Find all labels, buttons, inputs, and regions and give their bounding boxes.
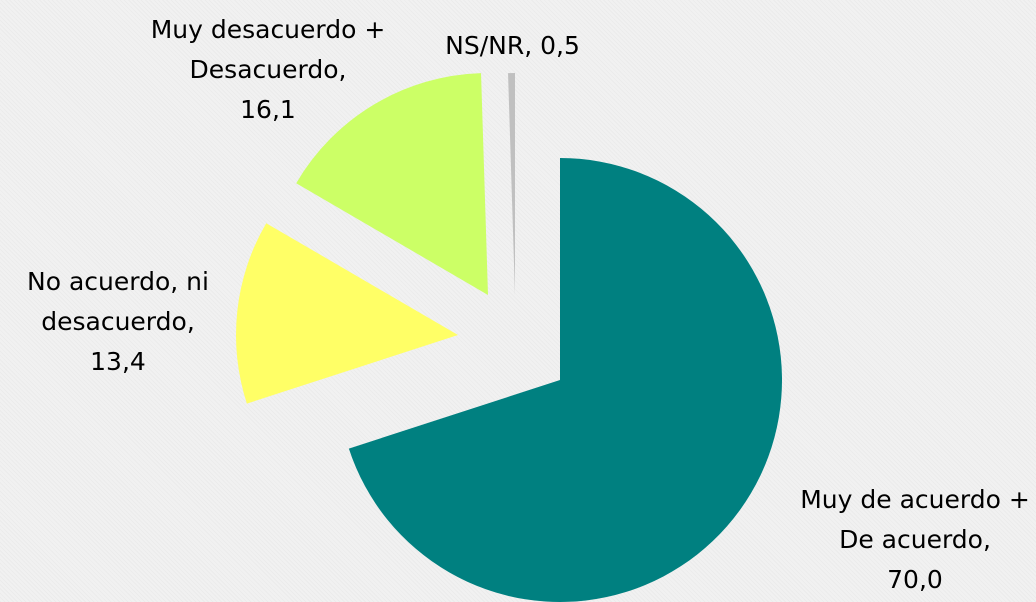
slice-label: NS/NR, 0,5: [445, 31, 580, 60]
slice-label: Muy de acuerdo + De acuerdo, 70,0: [795, 480, 1035, 600]
value-label: 70,0: [887, 565, 943, 594]
category-label: Muy desacuerdo + Desacuerdo: [150, 15, 386, 84]
category-label: No acuerdo, ni desacuerdo: [27, 267, 209, 336]
pie-slice: [296, 73, 488, 295]
value-label: 0,5: [540, 31, 580, 60]
slice-label: Muy desacuerdo + Desacuerdo, 16,1: [148, 10, 388, 130]
category-label: NS/NR: [445, 31, 525, 60]
pie-slice: [236, 223, 458, 404]
value-label: 16,1: [240, 95, 296, 124]
pie-slice: [348, 158, 782, 602]
value-label: 13,4: [90, 347, 146, 376]
pie-slice: [508, 73, 515, 295]
category-label: Muy de acuerdo + De acuerdo: [800, 485, 1030, 554]
slice-label: No acuerdo, ni desacuerdo, 13,4: [5, 262, 231, 382]
